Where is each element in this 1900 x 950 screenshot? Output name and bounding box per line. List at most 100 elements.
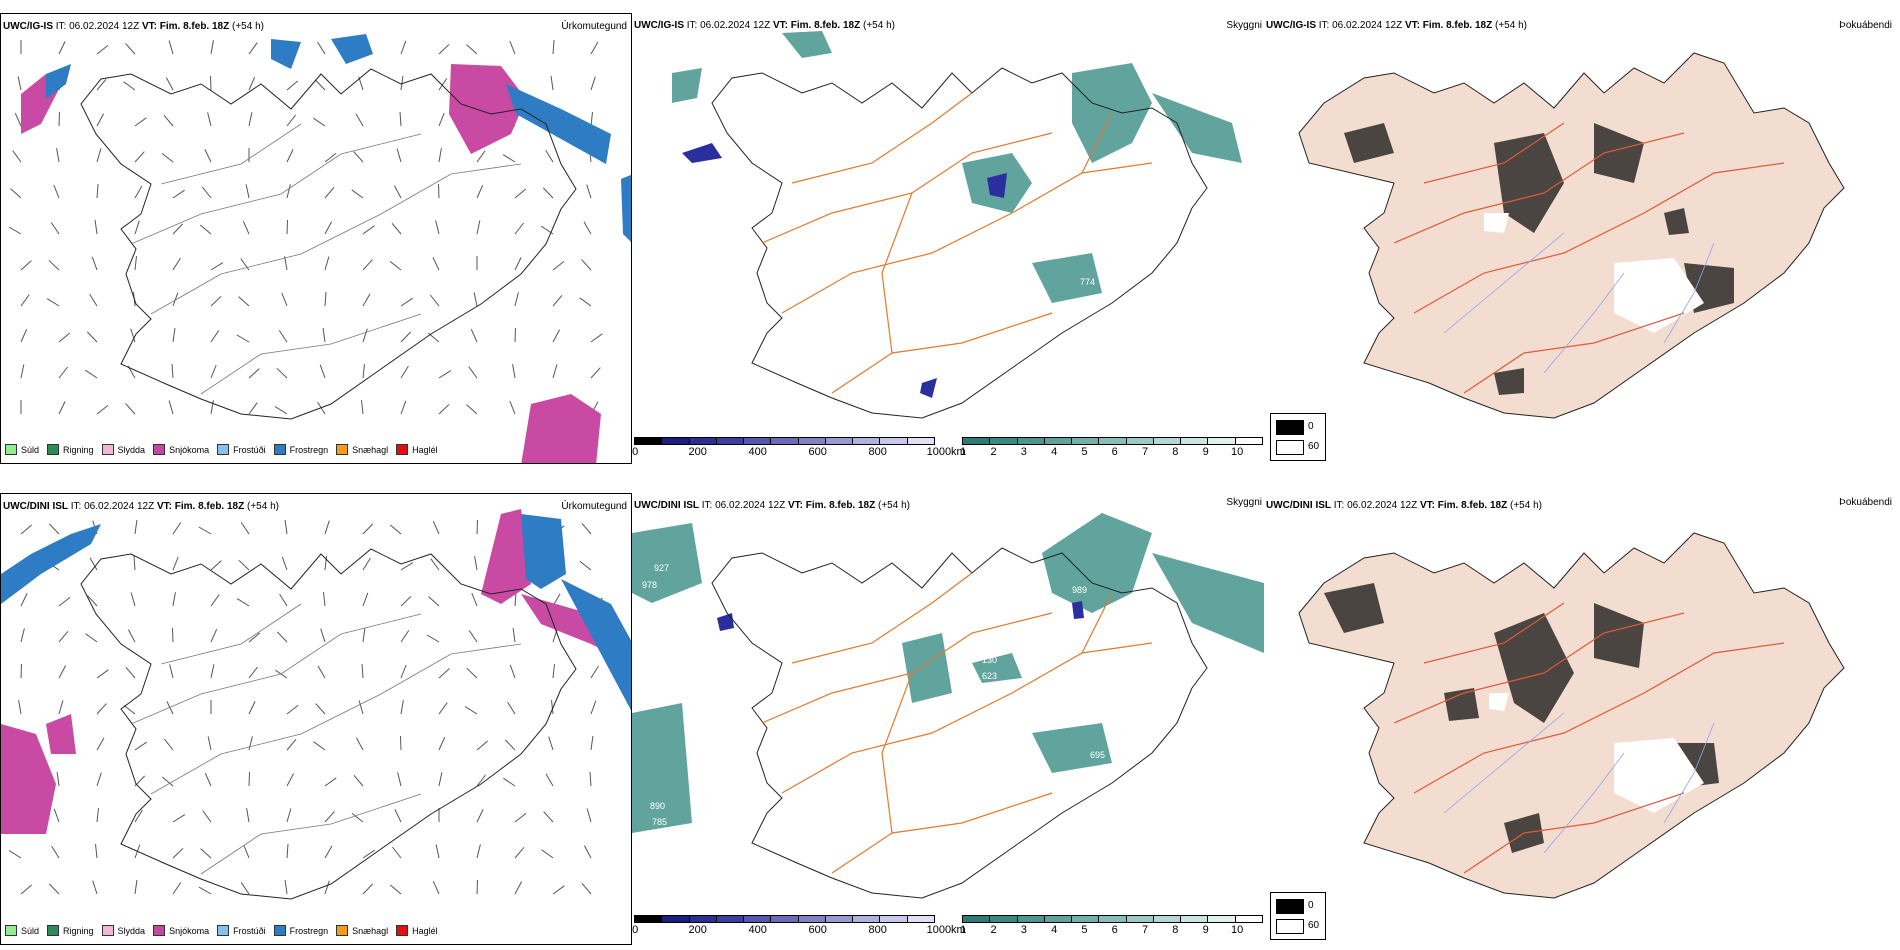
wind-barb xyxy=(470,328,478,343)
visibility-panel-row1: UWC/IG-IS IT: 06.02.2024 12Z VT: Fim. 8.… xyxy=(632,13,1264,464)
legend-swatch xyxy=(217,444,230,455)
wind-barb xyxy=(134,809,143,823)
visibility-value-label: 989 xyxy=(1072,585,1087,595)
wind-barb xyxy=(579,297,592,307)
wind-barb xyxy=(20,328,28,343)
colorbar-segment xyxy=(634,915,663,923)
wind-barb xyxy=(590,367,601,379)
visibility-map: 927 978 989 130 1980 623 997 318 695 890… xyxy=(632,513,1264,899)
colorbar-tick-label: 200 xyxy=(688,446,707,458)
wind-barb xyxy=(198,886,212,895)
wind-barb xyxy=(248,42,258,55)
wind-barb xyxy=(96,405,109,415)
colorbar-tick-label: 10 xyxy=(1231,446,1244,458)
wind-barb xyxy=(551,700,554,715)
wind-barb xyxy=(314,79,326,91)
wind-barb xyxy=(172,847,184,859)
wind-barb xyxy=(286,219,288,235)
legend-swatch xyxy=(217,925,230,936)
wind-barb xyxy=(20,364,25,379)
colorbar-segment xyxy=(634,437,663,445)
colorbar-segment xyxy=(797,915,826,923)
fog-legend-swatch xyxy=(1276,440,1304,455)
wind-barb xyxy=(210,628,218,643)
wind-barb xyxy=(362,883,374,895)
colorbar-segment xyxy=(962,915,991,923)
legend-label: Haglél xyxy=(412,444,438,455)
wind-barb xyxy=(362,328,368,343)
fog-map xyxy=(1298,532,1845,899)
legend-item: Rigning xyxy=(47,444,94,455)
wind-barb xyxy=(317,41,326,55)
colorbar-segment xyxy=(1071,437,1100,445)
legend-label: Frostregn xyxy=(289,925,329,936)
legend-swatch xyxy=(273,925,286,936)
wind-barb xyxy=(248,368,260,379)
wind-barb xyxy=(389,884,402,895)
panel-header: UWC/DINI ISL IT: 06.02.2024 12Z VT: Fim.… xyxy=(634,500,910,511)
wind-barb xyxy=(319,364,326,379)
wind-barb xyxy=(53,808,60,823)
colorbar-tick-label: 7 xyxy=(1141,924,1149,936)
colorbar-tick-label: 400 xyxy=(748,924,767,936)
wind-barb xyxy=(48,883,60,895)
wind-barb xyxy=(58,366,68,379)
wind-barb xyxy=(202,810,212,823)
legend-label: Frostúði xyxy=(233,444,266,455)
colorbar-tick-label: 6 xyxy=(1111,446,1118,458)
wind-barb xyxy=(435,844,440,859)
panel-title: Úrkomutegund xyxy=(561,21,627,32)
wind-barb xyxy=(130,592,136,607)
wind-barb xyxy=(362,557,371,571)
colorbar-segment xyxy=(1152,915,1182,923)
wind-barb xyxy=(514,257,522,271)
wind-barb xyxy=(317,665,326,679)
wind-barb xyxy=(324,520,330,535)
colorbar-segment xyxy=(1016,915,1045,923)
wind-barb xyxy=(210,75,212,91)
colorbar-segment xyxy=(1125,915,1154,923)
colorbar-tick-label: 800 xyxy=(868,924,887,936)
wind-barb xyxy=(20,260,32,271)
wind-barb xyxy=(400,700,404,715)
colorbar-tick-label: 400 xyxy=(748,446,767,458)
wind-barb xyxy=(96,78,107,91)
colorbar-tick-label: 6 xyxy=(1111,924,1118,936)
colorbar-segment xyxy=(743,915,772,923)
wind-barb xyxy=(476,519,478,535)
precip-type-panel-row2: UWC/DINI ISL IT: 06.02.2024 12Z VT: Fim.… xyxy=(0,493,632,945)
legend-label: Frostregn xyxy=(289,444,329,455)
colorbar-tick-label: 0 xyxy=(632,446,639,458)
wind-barb xyxy=(324,811,335,823)
wind-barb xyxy=(172,556,179,571)
wind-barb xyxy=(210,664,215,679)
wind-barb xyxy=(504,739,516,751)
wind-barb xyxy=(362,523,374,535)
colorbar-segment xyxy=(661,915,690,923)
colorbar-tick-label: 200 xyxy=(688,924,707,936)
visibility-value-label: 318 xyxy=(1112,735,1127,745)
wind-barb xyxy=(20,524,33,535)
colorbar-segment xyxy=(743,437,772,445)
wind-barb xyxy=(123,81,136,91)
wind-barb xyxy=(248,402,258,415)
visibility-value-label: 890 xyxy=(650,801,665,811)
wind-barb xyxy=(58,630,69,643)
legend-label: Snæhagl xyxy=(352,925,389,936)
wind-barb xyxy=(313,741,326,751)
wind-barb xyxy=(476,844,481,859)
wind-barb xyxy=(284,880,288,895)
wind-barb xyxy=(476,220,481,235)
wind-barb xyxy=(58,41,66,55)
wind-barb xyxy=(509,40,516,55)
wind-barb xyxy=(351,813,364,823)
wind-barb xyxy=(476,809,484,823)
fog-dark-areas xyxy=(1344,123,1734,395)
wind-barb xyxy=(242,220,250,235)
wind-barb xyxy=(590,76,596,91)
wind-barb xyxy=(589,771,592,787)
colorbar-tick-label: 5 xyxy=(1081,446,1088,458)
wind-barb xyxy=(210,594,220,607)
colorbar-segment xyxy=(1043,437,1073,445)
legend-item: Rigning xyxy=(47,925,94,936)
